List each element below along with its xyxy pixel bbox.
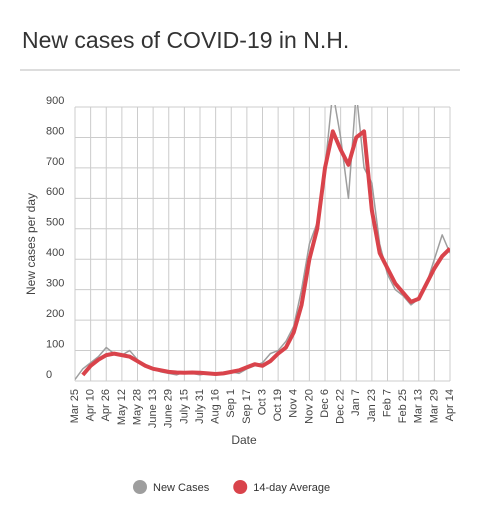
y-tick-label: 800: [46, 125, 64, 137]
x-tick-label: May 12: [116, 389, 128, 425]
y-tick-label: 100: [46, 338, 64, 350]
x-tick-label: Apr 10: [85, 389, 97, 421]
legend-swatch: [233, 480, 248, 494]
x-tick-label: June 13: [147, 389, 159, 428]
x-tick-label: Aug 16: [210, 389, 222, 424]
x-tick-label: Dec 6: [319, 389, 331, 418]
x-tick-label: Sep 17: [241, 389, 253, 424]
y-tick-label: 200: [46, 308, 64, 320]
y-axis-label: New cases per day: [24, 193, 38, 295]
x-tick-label: June 29: [163, 389, 175, 428]
y-tick-label: 0: [46, 369, 52, 381]
series-line: [81, 129, 450, 377]
y-tick-label: 300: [46, 278, 64, 290]
x-tick-label: July 31: [194, 389, 206, 424]
x-tick-label: Apr 14: [444, 389, 456, 421]
chart-title: New cases of COVID-19 in N.H.: [22, 27, 349, 53]
x-tick-label: Dec 22: [335, 389, 347, 424]
x-tick-label: Sep 1: [225, 389, 237, 418]
x-tick-label: Mar 29: [428, 389, 440, 423]
x-tick-label: Oct 3: [256, 389, 268, 415]
y-tick-label: 900: [46, 95, 64, 107]
grid: 0 100 200 300 400 500 600 700 800 900 Mar 25 Apr 10…: [46, 95, 456, 428]
x-tick-label: July 15: [178, 389, 190, 424]
y-tick-label: 500: [46, 217, 64, 229]
x-axis-label: Date: [231, 433, 257, 447]
y-tick-label: 700: [46, 156, 64, 168]
y-tick-label: 400: [46, 247, 64, 259]
x-tick-label: Jan 23: [366, 389, 378, 422]
x-tick-label: Mar 13: [413, 389, 425, 423]
x-tick-label: Nov 4: [288, 389, 300, 418]
x-tick-label: Mar 25: [69, 389, 81, 423]
legend-label: 14-day Average: [253, 482, 330, 494]
legend: New Cases 14-day Average: [133, 480, 330, 494]
x-tick-label: Apr 26: [100, 389, 112, 421]
x-tick-label: Nov 20: [303, 389, 315, 424]
y-tick-label: 600: [46, 186, 64, 198]
x-tick-label: Jan 7: [350, 389, 362, 416]
legend-swatch: [133, 480, 147, 494]
x-tick-label: Feb 7: [381, 389, 393, 417]
x-tick-label: Feb 25: [397, 389, 409, 423]
legend-label: New Cases: [153, 482, 210, 494]
x-tick-label: Oct 19: [272, 389, 284, 421]
plot: [75, 105, 450, 380]
x-tick-label: May 28: [131, 389, 143, 425]
